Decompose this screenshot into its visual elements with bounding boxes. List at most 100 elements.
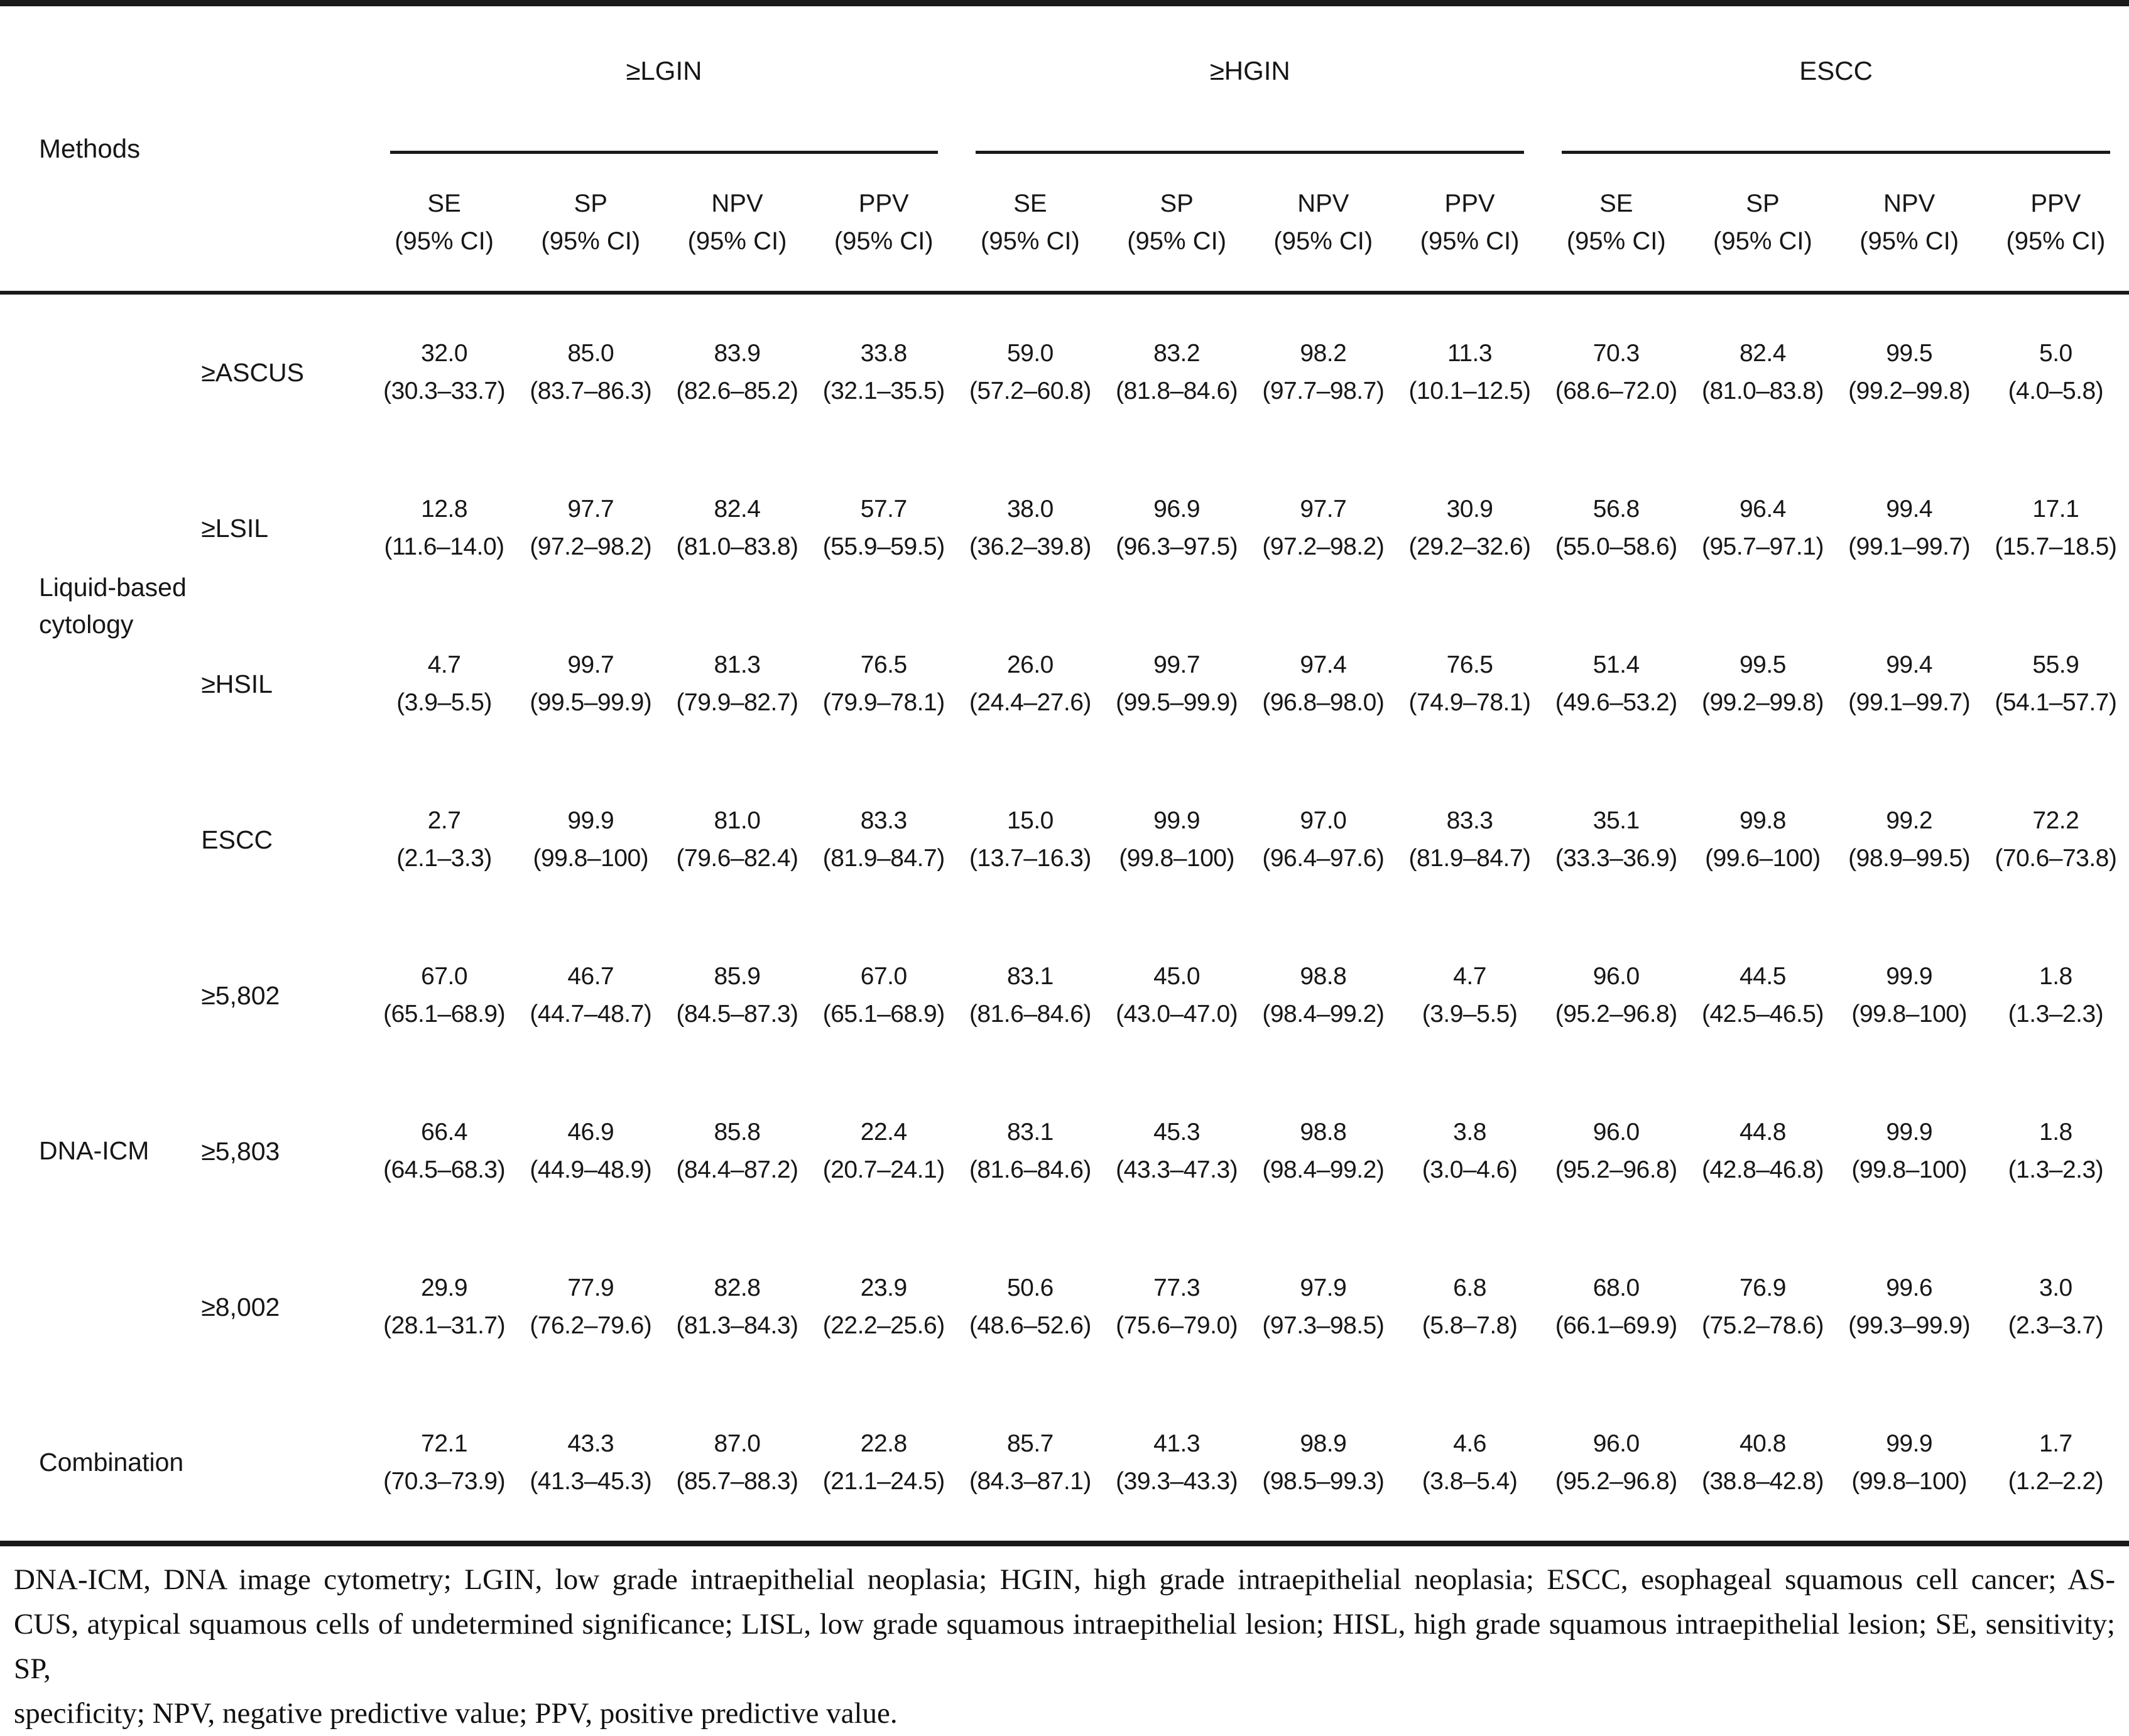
cell-value: 44.5 xyxy=(1739,962,1786,990)
group-header-hgin: ≥HGIN xyxy=(957,3,1543,154)
cell-value: 45.0 xyxy=(1153,962,1201,990)
value-cell: 99.8 (99.6–100) xyxy=(1689,762,1836,918)
cell-ci: (42.8–46.8) xyxy=(1701,1156,1824,1183)
value-cell: 99.9 (99.8–100) xyxy=(1104,762,1250,918)
cell-value: 83.1 xyxy=(1006,1118,1054,1146)
cell-ci: (5.8–7.8) xyxy=(1422,1312,1518,1339)
value-cell: 40.8 (38.8–42.8) xyxy=(1689,1385,1836,1544)
cell-value: 98.8 xyxy=(1300,1118,1347,1146)
cell-ci: (15.7–18.5) xyxy=(1995,533,2117,560)
value-cell: 85.7 (84.3–87.1) xyxy=(957,1385,1103,1544)
cell-ci: (95.7–97.1) xyxy=(1701,533,1824,560)
value-cell: 96.9 (96.3–97.5) xyxy=(1104,450,1250,606)
cell-value: 82.8 xyxy=(714,1274,761,1301)
value-cell: 5.0 (4.0–5.8) xyxy=(1983,293,2129,450)
method-label: Combination xyxy=(39,1448,184,1477)
cell-ci: (81.6–84.6) xyxy=(969,1156,1091,1183)
cell-value: 43.3 xyxy=(567,1429,614,1457)
cell-ci: (4.0–5.8) xyxy=(2008,377,2104,404)
group-header-row: Methods ≥LGIN ≥HGIN ESCC xyxy=(0,3,2129,295)
value-cell: 77.9 (76.2–79.6) xyxy=(518,1229,664,1385)
cell-ci: (36.2–39.8) xyxy=(969,533,1091,560)
cell-value: 32.0 xyxy=(421,339,468,367)
cell-ci: (20.7–24.1) xyxy=(822,1156,945,1183)
cell-ci: (1.3–2.3) xyxy=(2008,1156,2104,1183)
cell-ci: (1.3–2.3) xyxy=(2008,1001,2104,1028)
value-cell: 17.1 (15.7–18.5) xyxy=(1983,450,2129,606)
cell-ci: (39.3–43.3) xyxy=(1116,1468,1238,1495)
cell-value: 99.9 xyxy=(1886,962,1933,990)
method-label: Liquid-based cytology xyxy=(39,572,187,639)
cell-ci: (30.3–33.7) xyxy=(383,377,506,404)
metric-label: PPV xyxy=(858,190,909,217)
metric-label: PPV xyxy=(2030,190,2081,217)
cell-value: 6.8 xyxy=(1453,1274,1486,1301)
cell-ci: (81.0–83.8) xyxy=(1701,377,1824,404)
ci-label: (95% CI) xyxy=(981,227,1080,255)
value-cell: 44.8 (42.8–46.8) xyxy=(1689,1073,1836,1229)
cell-value: 82.4 xyxy=(714,495,761,523)
cell-ci: (3.0–4.6) xyxy=(1422,1156,1518,1183)
cell-ci: (44.7–48.7) xyxy=(530,1001,652,1028)
cell-ci: (13.7–16.3) xyxy=(969,845,1091,872)
value-cell: 83.9 (82.6–85.2) xyxy=(664,293,810,450)
cell-value: 82.4 xyxy=(1739,339,1786,367)
cell-value: 23.9 xyxy=(860,1274,907,1301)
cell-ci: (75.6–79.0) xyxy=(1116,1312,1238,1339)
value-cell: 2.7 (2.1–3.3) xyxy=(371,762,518,918)
value-cell: 57.7 (55.9–59.5) xyxy=(810,450,957,606)
cell-ci: (99.3–99.9) xyxy=(1848,1312,1971,1339)
cell-ci: (74.9–78.1) xyxy=(1408,689,1531,716)
cell-value: 26.0 xyxy=(1006,651,1054,678)
table-row: ≥8,002 29.9 (28.1–31.7) 77.9 (76.2–79.6) 82.8… xyxy=(0,1229,2129,1385)
cell-ci: (97.3–98.5) xyxy=(1262,1312,1385,1339)
value-cell: 85.0 (83.7–86.3) xyxy=(518,293,664,450)
value-cell: 41.3 (39.3–43.3) xyxy=(1104,1385,1250,1544)
cell-value: 55.9 xyxy=(2032,651,2079,678)
value-cell: 82.4 (81.0–83.8) xyxy=(664,450,810,606)
cell-ci: (81.0–83.8) xyxy=(676,533,798,560)
cell-ci: (3.9–5.5) xyxy=(396,689,492,716)
cell-ci: (65.1–68.9) xyxy=(822,1001,945,1028)
value-cell: 98.8 (98.4–99.2) xyxy=(1250,918,1397,1073)
cell-ci: (29.2–32.6) xyxy=(1408,533,1531,560)
cell-ci: (95.2–96.8) xyxy=(1555,1156,1677,1183)
value-cell: 45.3 (43.3–47.3) xyxy=(1104,1073,1250,1229)
cell-value: 22.4 xyxy=(860,1118,907,1146)
cell-ci: (99.1–99.7) xyxy=(1848,689,1971,716)
value-cell: 82.4 (81.0–83.8) xyxy=(1689,293,1836,450)
value-cell: 99.5 (99.2–99.8) xyxy=(1689,606,1836,762)
cell-ci: (1.2–2.2) xyxy=(2008,1468,2104,1495)
table-footnote: DNA-ICM, DNA image cytometry; LGIN, low … xyxy=(0,1546,2129,1736)
cell-ci: (11.6–14.0) xyxy=(384,533,505,560)
diagnostic-performance-table: Methods ≥LGIN ≥HGIN ESCC SE (95% CI) SP (9… xyxy=(0,0,2129,1546)
cell-value: 66.4 xyxy=(421,1118,468,1146)
metric-header-se: SE (95% CI) xyxy=(957,154,1104,295)
value-cell: 67.0 (65.1–68.9) xyxy=(371,918,518,1073)
metric-header-sp: SP (95% CI) xyxy=(1689,154,1836,295)
value-cell: 72.1 (70.3–73.9) xyxy=(371,1385,518,1544)
row-label: ≥ASCUS xyxy=(201,357,305,387)
row-label: ≥LSIL xyxy=(201,513,269,543)
value-cell: 96.0 (95.2–96.8) xyxy=(1543,1073,1689,1229)
value-cell: 32.0 (30.3–33.7) xyxy=(371,293,518,450)
metric-header-se: SE (95% CI) xyxy=(1543,154,1690,295)
metric-header-sp: SP (95% CI) xyxy=(517,154,664,295)
cell-value: 77.9 xyxy=(567,1274,614,1301)
cell-value: 35.1 xyxy=(1593,806,1640,834)
value-cell: 99.9 (99.8–100) xyxy=(1836,1073,1983,1229)
cell-value: 57.7 xyxy=(860,495,907,523)
row-label: ≥5,803 xyxy=(201,1136,280,1166)
cell-value: 45.3 xyxy=(1153,1118,1201,1146)
cell-value: 38.0 xyxy=(1006,495,1054,523)
cell-value: 85.9 xyxy=(714,962,761,990)
table-row: ≥LSIL 12.8 (11.6–14.0) 97.7 (97.2–98.2) 82.4 (… xyxy=(0,450,2129,606)
ci-label: (95% CI) xyxy=(687,227,787,255)
ci-label: (95% CI) xyxy=(1127,227,1227,255)
cell-value: 99.7 xyxy=(567,651,614,678)
method-label: DNA-ICM xyxy=(39,1136,150,1166)
value-cell: 98.9 (98.5–99.3) xyxy=(1250,1385,1397,1544)
cell-ci: (41.3–45.3) xyxy=(530,1468,652,1495)
cell-value: 33.8 xyxy=(860,339,907,367)
row-label: ≥8,002 xyxy=(201,1292,280,1321)
